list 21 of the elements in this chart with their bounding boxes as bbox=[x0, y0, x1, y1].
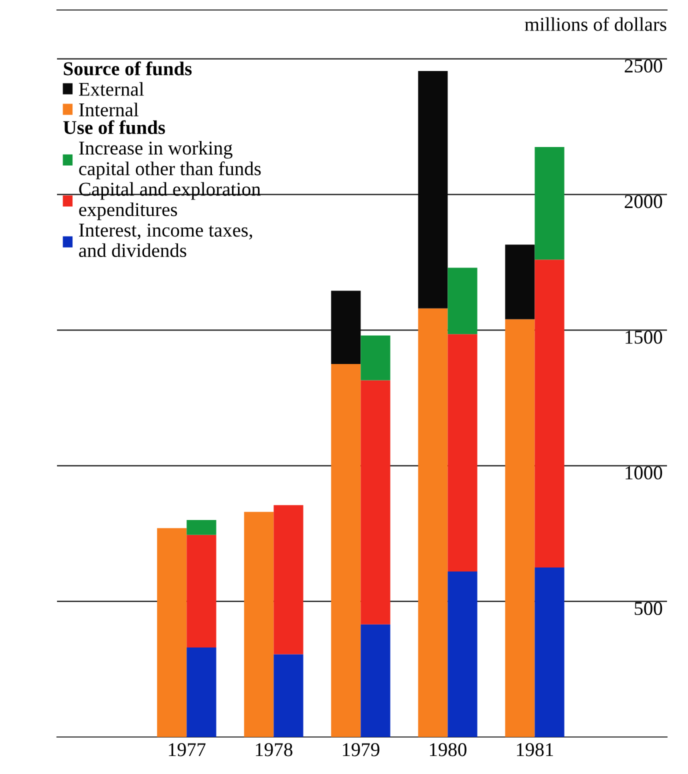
y-tick-label: 1500 bbox=[626, 330, 662, 344]
legend-title: Use of funds bbox=[63, 120, 165, 134]
y-tick-label: 1000 bbox=[626, 466, 662, 480]
y-axis-title: millions of dollars bbox=[524, 17, 666, 31]
x-tick-label: 1980 bbox=[430, 743, 466, 756]
y-tick-label: 2000 bbox=[624, 195, 662, 208]
x-tick-label: 1977 bbox=[168, 743, 206, 756]
legend-label: Internal bbox=[79, 102, 138, 116]
legend-label: Increase in working capital other than funds bbox=[79, 140, 261, 180]
x-tick-label: 1981 bbox=[517, 743, 554, 756]
bar bbox=[186, 520, 216, 535]
x-tick-label: 1979 bbox=[342, 743, 380, 756]
legend-title: Source of funds bbox=[64, 61, 192, 76]
y-tick-label: 500 bbox=[634, 602, 662, 616]
x-tick-label: 1978 bbox=[256, 743, 292, 756]
bar bbox=[448, 268, 478, 334]
bar bbox=[360, 624, 390, 737]
y-tick-label: 2500 bbox=[624, 59, 662, 73]
legend-label: External bbox=[78, 82, 144, 96]
legend-label: Interest, income taxes, and dividends bbox=[79, 224, 252, 258]
bar bbox=[534, 146, 564, 260]
